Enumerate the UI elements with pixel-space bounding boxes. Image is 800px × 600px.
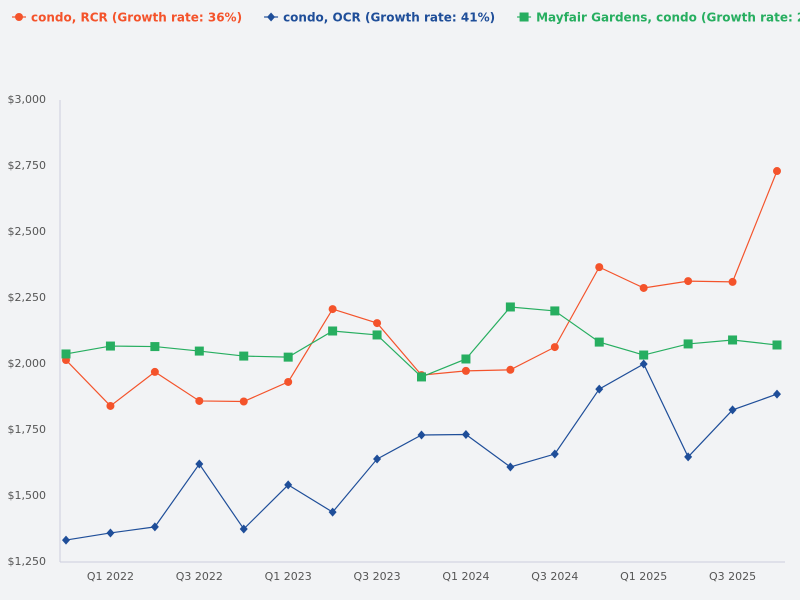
series-line (65, 306, 778, 378)
marker (595, 384, 604, 394)
marker (283, 352, 293, 362)
marker (328, 326, 338, 336)
marker (461, 429, 470, 439)
marker (373, 319, 382, 328)
marker (684, 452, 693, 462)
marker (505, 302, 515, 312)
marker (550, 449, 559, 459)
x-tick-label: Q3 2025 (709, 570, 756, 583)
legend-marker (15, 13, 23, 21)
marker (106, 401, 115, 410)
series-line (65, 363, 778, 541)
legend-label: condo, OCR (Growth rate: 41%) (283, 11, 495, 25)
marker (284, 377, 293, 386)
marker (284, 480, 293, 490)
marker (773, 167, 781, 176)
marker (461, 354, 471, 364)
y-tick-label: $2,750 (8, 159, 47, 172)
marker (328, 507, 337, 517)
x-tick-label: Q1 2022 (87, 570, 134, 583)
marker (372, 330, 382, 340)
marker (106, 528, 115, 538)
marker (239, 397, 248, 406)
series-line (65, 170, 778, 407)
x-tick-label: Q3 2024 (531, 570, 578, 583)
marker (195, 459, 204, 469)
y-tick-label: $2,500 (8, 225, 47, 238)
marker (639, 350, 649, 360)
marker (772, 340, 782, 350)
marker (150, 522, 159, 532)
marker (728, 405, 737, 415)
marker (595, 263, 604, 272)
marker (639, 359, 648, 369)
x-tick-label: Q1 2025 (620, 570, 667, 583)
marker (550, 343, 559, 352)
y-tick-label: $1,500 (8, 489, 47, 502)
marker (684, 277, 693, 286)
x-tick-label: Q1 2024 (442, 570, 489, 583)
marker (506, 365, 515, 374)
marker (417, 430, 426, 440)
marker (105, 341, 115, 351)
marker (773, 389, 781, 399)
x-tick-label: Q1 2023 (265, 570, 312, 583)
y-tick-label: $2,250 (8, 291, 47, 304)
legend-marker (519, 12, 529, 22)
marker (417, 372, 426, 382)
marker (150, 342, 160, 352)
marker (639, 283, 648, 292)
marker (239, 351, 249, 361)
marker (62, 535, 70, 545)
marker (195, 396, 204, 405)
marker (461, 366, 470, 375)
y-tick-label: $3,000 (8, 93, 47, 106)
marker (594, 337, 604, 347)
y-tick-label: $1,750 (8, 423, 47, 436)
marker (683, 339, 693, 349)
y-tick-label: $1,250 (8, 555, 47, 568)
x-tick-label: Q3 2023 (353, 570, 400, 583)
marker (239, 524, 248, 534)
marker (61, 349, 71, 359)
marker (150, 367, 159, 376)
legend-marker (267, 12, 276, 22)
y-tick-label: $2,000 (8, 357, 47, 370)
marker (728, 277, 737, 286)
legend-label: Mayfair Gardens, condo (Growth rate: 2%) (536, 11, 800, 25)
legend-label: condo, RCR (Growth rate: 36%) (31, 11, 242, 25)
marker (373, 454, 382, 464)
marker (728, 335, 738, 345)
marker (194, 346, 204, 356)
marker (506, 462, 515, 472)
x-tick-label: Q3 2022 (176, 570, 223, 583)
marker (550, 306, 560, 316)
marker (328, 305, 337, 314)
